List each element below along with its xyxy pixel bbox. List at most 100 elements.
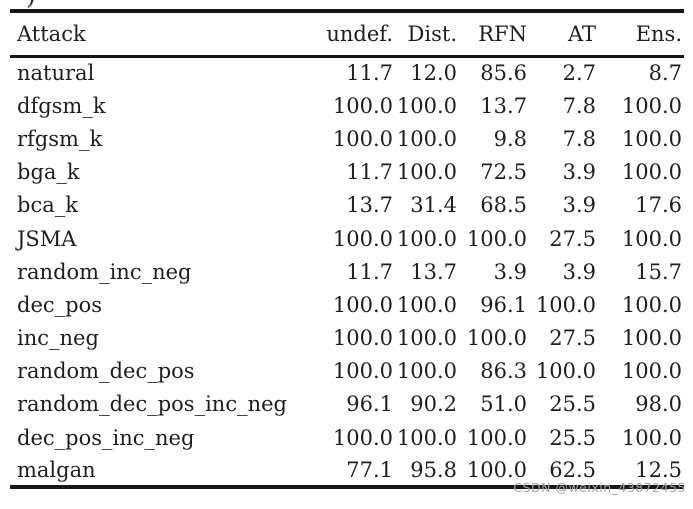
value-cell: 100.0 [332,425,393,450]
value-cell: 100.0 [396,326,457,351]
table-row: dec_pos 100.0 100.0 96.1 100.0 100.0 [10,288,684,321]
value-cell: 77.1 [346,457,393,482]
value-cell: 90.2 [410,392,457,417]
table-row: JSMA 100.0 100.0 100.0 27.5 100.0 [10,222,684,255]
value-cell: 12.0 [410,61,457,86]
value-cell: 100.0 [396,160,457,185]
table-row: dfgsm_k 100.0 100.0 13.7 7.8 100.0 [10,89,684,122]
value-cell: 8.7 [648,61,682,86]
value-cell: 85.6 [480,61,527,86]
table-row: random_inc_neg 11.7 13.7 3.9 3.9 15.7 [10,255,684,288]
value-cell: 100.0 [466,226,527,251]
value-cell: 86.3 [480,359,527,384]
value-cell: 100.0 [396,126,457,151]
header-row: Attack undef. Dist. RFN AT Ens. [10,11,684,58]
value-cell: 9.8 [493,126,527,151]
value-cell: 100.0 [621,226,682,251]
table-row: random_dec_pos 100.0 100.0 86.3 100.0 100.0 [10,355,684,388]
value-cell: 100.0 [332,326,393,351]
value-cell: 100.0 [332,126,393,151]
value-cell: 72.5 [480,160,527,185]
value-cell: 13.7 [346,193,393,218]
value-cell: 51.0 [480,392,527,417]
value-cell: 100.0 [332,226,393,251]
attack-name-cell: rfgsm_k [17,126,103,151]
value-cell: 100.0 [396,359,457,384]
value-cell: 100.0 [332,93,393,118]
value-cell: 13.7 [480,93,527,118]
value-cell: 15.7 [635,259,682,284]
attack-name-cell: natural [17,61,95,86]
value-cell: 13.7 [410,259,457,284]
attack-name-cell: bga_k [17,160,80,185]
value-cell: 25.5 [549,392,596,417]
value-cell: 27.5 [549,226,596,251]
cropped-caption-mark: ) [26,0,42,9]
attack-name-cell: JSMA [17,226,77,251]
column-header-rfn: RFN [459,11,529,58]
value-cell: 11.7 [346,259,393,284]
value-cell: 3.9 [493,259,527,284]
value-cell: 68.5 [480,193,527,218]
value-cell: 96.1 [346,392,393,417]
table-row: bga_k 11.7 100.0 72.5 3.9 100.0 [10,156,684,189]
table-row: dec_pos_inc_neg 100.0 100.0 100.0 25.5 100.0 [10,421,684,454]
column-header-undef: undef. [306,11,395,58]
attack-name-cell: dec_pos_inc_neg [17,425,195,450]
value-cell: 62.5 [549,457,596,482]
attack-name-cell: malgan [17,457,96,482]
value-cell: 95.8 [410,457,457,482]
value-cell: 98.0 [635,392,682,417]
attack-name-cell: dec_pos [17,292,102,317]
column-header-attack: Attack [10,11,306,58]
column-header-dist: Dist. [395,11,459,58]
value-cell: 7.8 [562,93,596,118]
table-row: bca_k 13.7 31.4 68.5 3.9 17.6 [10,189,684,222]
value-cell: 100.0 [396,292,457,317]
value-cell: 100.0 [621,160,682,185]
table-row: random_dec_pos_inc_neg 96.1 90.2 51.0 25.5 98… [10,388,684,421]
value-cell: 100.0 [621,126,682,151]
value-cell: 100.0 [466,425,527,450]
attack-name-cell: random_dec_pos_inc_neg [17,392,287,417]
value-cell: 100.0 [621,292,682,317]
value-cell: 3.9 [562,193,596,218]
value-cell: 100.0 [535,359,596,384]
value-cell: 11.7 [346,61,393,86]
value-cell: 100.0 [621,425,682,450]
value-cell: 100.0 [466,457,527,482]
table-row: natural 11.7 12.0 85.6 2.7 8.7 [10,56,684,89]
attack-name-cell: dfgsm_k [17,93,106,118]
value-cell: 31.4 [410,193,457,218]
value-cell: 100.0 [621,359,682,384]
attack-name-cell: inc_neg [17,326,99,351]
value-cell: 100.0 [396,425,457,450]
value-cell: 3.9 [562,259,596,284]
table-body: natural 11.7 12.0 85.6 2.7 8.7 dfgsm_k 100.0 100… [10,56,684,487]
value-cell: 7.8 [562,126,596,151]
value-cell: 100.0 [621,326,682,351]
attack-name-cell: random_dec_pos [17,359,195,384]
attack-results-table: Attack undef. Dist. RFN AT Ens. natural 1… [10,9,684,490]
value-cell: 100.0 [535,292,596,317]
csdn-watermark: CSDN @weixin_43872455 [513,480,686,495]
value-cell: 17.6 [635,193,682,218]
value-cell: 12.5 [635,457,682,482]
value-cell: 96.1 [480,292,527,317]
attack-name-cell: bca_k [17,193,78,218]
table-row: rfgsm_k 100.0 100.0 9.8 7.8 100.0 [10,122,684,155]
column-header-at: AT [529,11,598,58]
value-cell: 100.0 [396,226,457,251]
value-cell: 100.0 [332,292,393,317]
value-cell: 27.5 [549,326,596,351]
value-cell: 2.7 [562,61,596,86]
value-cell: 11.7 [346,160,393,185]
table-row: inc_neg 100.0 100.0 100.0 27.5 100.0 [10,322,684,355]
value-cell: 100.0 [621,93,682,118]
attack-results-table-wrap: Attack undef. Dist. RFN AT Ens. natural 1… [10,9,684,490]
value-cell: 3.9 [562,160,596,185]
value-cell: 100.0 [396,93,457,118]
attack-name-cell: random_inc_neg [17,259,192,284]
column-header-ens: Ens. [598,11,684,58]
